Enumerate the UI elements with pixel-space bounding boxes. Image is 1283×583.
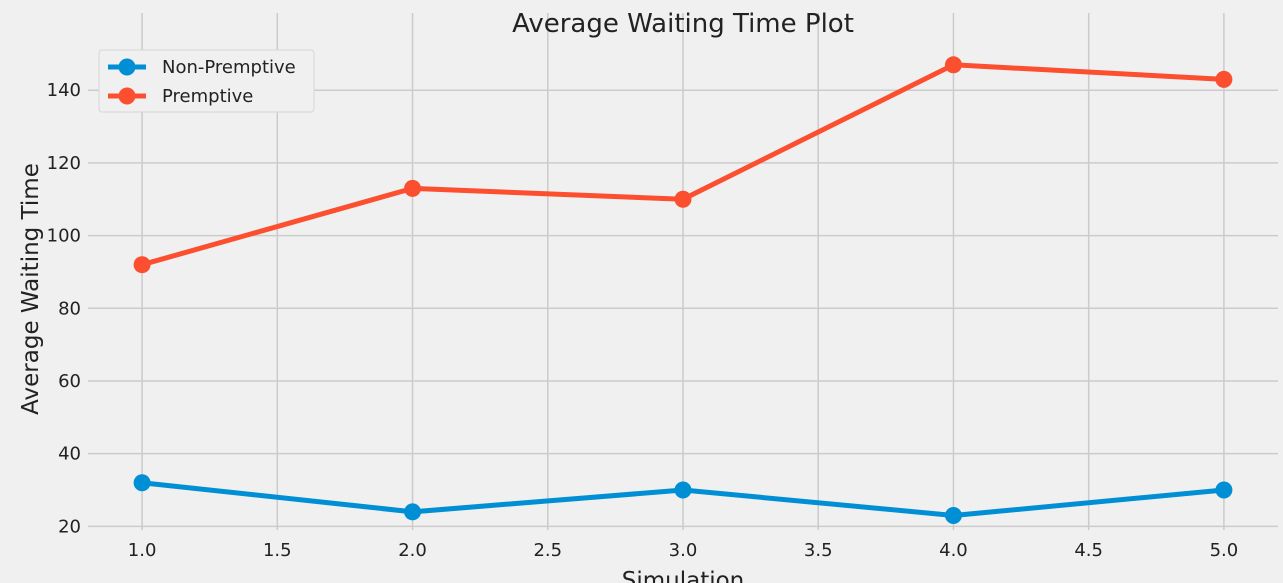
y-tick-label: 80 (58, 298, 81, 319)
y-tick-label: 20 (58, 516, 81, 537)
data-point (133, 256, 151, 274)
legend-box (98, 49, 315, 113)
x-tick-label: 4.5 (1074, 540, 1103, 561)
y-tick-label: 60 (58, 371, 81, 392)
legend: Non-Premptive Premptive (98, 49, 315, 113)
data-point (1215, 70, 1233, 88)
legend-label: Premptive (162, 86, 253, 107)
x-tick-label: 4.0 (939, 540, 968, 561)
data-point (944, 506, 962, 524)
data-point (133, 474, 151, 492)
x-tick-label: 3.0 (669, 540, 698, 561)
y-tick-label: 120 (47, 153, 81, 174)
y-axis-ticks: 20 40 60 80 100 120 140 (47, 80, 81, 537)
legend-swatch-marker (118, 87, 136, 105)
data-point (674, 481, 692, 499)
x-axis-label: Simulation (622, 568, 745, 583)
legend-swatch-marker (118, 58, 136, 76)
x-tick-label: 5.0 (1210, 540, 1239, 561)
x-tick-label: 1.0 (128, 540, 157, 561)
chart-title: Average Waiting Time Plot (512, 9, 854, 39)
data-point (1215, 481, 1233, 499)
y-axis-label: Average Waiting Time (18, 163, 44, 415)
data-point (404, 503, 422, 521)
grid (88, 13, 1278, 530)
x-tick-label: 2.5 (533, 540, 562, 561)
data-point (944, 56, 962, 74)
y-tick-label: 100 (47, 226, 81, 247)
y-tick-label: 140 (47, 80, 81, 101)
data-point (674, 190, 692, 208)
plot-area (133, 56, 1233, 524)
x-tick-label: 1.5 (263, 540, 292, 561)
legend-label: Non-Premptive (162, 57, 296, 78)
data-point (404, 179, 422, 197)
y-tick-label: 40 (58, 444, 81, 465)
x-tick-label: 2.0 (398, 540, 427, 561)
x-axis-ticks: 1.0 1.5 2.0 2.5 3.0 3.5 4.0 4.5 5.0 (128, 540, 1238, 561)
x-tick-label: 3.5 (804, 540, 833, 561)
